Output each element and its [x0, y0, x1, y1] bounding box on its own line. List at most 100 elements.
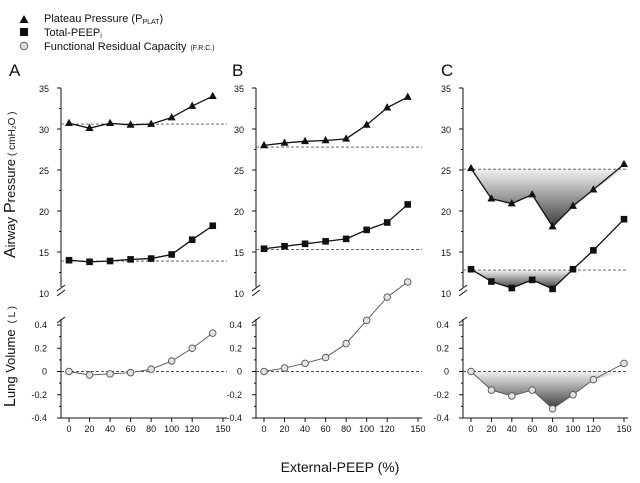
- circle-point: [569, 391, 577, 399]
- circle-point: [403, 278, 412, 286]
- circle-point: [589, 375, 598, 384]
- x-tick-label: 60: [527, 424, 537, 434]
- pressure-tick-label: 35: [39, 84, 49, 94]
- pressure-tick-label: 30: [39, 125, 49, 135]
- triangle-point: [403, 92, 412, 100]
- axis-break-mark: [56, 289, 66, 297]
- volume-axis-label: Lung Volume ( L ): [2, 306, 19, 407]
- square-point: [620, 215, 628, 223]
- square-point: [260, 245, 268, 253]
- circle-point: [85, 371, 94, 379]
- square-point: [404, 201, 412, 208]
- axis-break-mark: [56, 284, 66, 292]
- triangle-point: [260, 140, 268, 149]
- x-tick-label: 0: [66, 424, 71, 434]
- pressure-unit: ( cmH₂O ): [7, 112, 18, 156]
- circle-point: [487, 386, 496, 394]
- square-point: [549, 285, 556, 293]
- circle-point: [167, 357, 176, 365]
- square-point: [188, 236, 196, 243]
- circle-point: [65, 367, 73, 376]
- volume-tick-label: 0.4: [34, 320, 47, 330]
- triangle-point: [167, 113, 176, 121]
- series-line: [263, 96, 409, 147]
- legend: Plateau Pressure (PPLAT) Total-PEEPi Fun…: [19, 13, 215, 53]
- volume-tick-label: -0.4: [433, 413, 449, 423]
- panel-letter: C: [441, 61, 453, 80]
- svg-text:Functional Residual Capacity(F: Functional Residual Capacity (F.R.C.): [44, 41, 215, 53]
- series-line: [263, 203, 409, 250]
- circle-point: [260, 367, 268, 376]
- square-point: [86, 258, 93, 266]
- triangle-point: [321, 135, 330, 144]
- x-tick-label: 20: [280, 424, 290, 434]
- shaded-area: [471, 169, 624, 227]
- square-point: [467, 265, 475, 273]
- triangle-point: [528, 190, 537, 198]
- x-tick-label: 60: [321, 424, 331, 434]
- volume-tick-label: 0.2: [436, 343, 449, 353]
- circle-point: [188, 344, 196, 353]
- x-tick-label: 40: [507, 424, 517, 434]
- triangle-point: [85, 123, 94, 131]
- svg-text:Plateau Pressure (PPLAT): Plateau Pressure (PPLAT): [44, 13, 163, 26]
- triangle-point: [301, 136, 310, 145]
- square-point: [363, 226, 370, 234]
- square-marker-icon: [20, 28, 28, 36]
- circle-point: [528, 386, 536, 394]
- x-tick-label: 20: [486, 424, 496, 434]
- triangle-marker-icon: [19, 15, 29, 23]
- axis-break-mark: [251, 284, 261, 292]
- triangle-point: [342, 134, 351, 142]
- legend-plateau-sub: PLAT: [142, 19, 160, 26]
- square-point: [106, 257, 114, 265]
- volume-tick-label: -0.2: [31, 390, 47, 400]
- pressure-tick-label: 20: [234, 207, 244, 217]
- legend-peep-text: Total-PEEP: [44, 27, 100, 39]
- circle-marker-icon: [19, 41, 29, 51]
- volume-tick-label: -0.4: [31, 413, 47, 423]
- volume-tick-label: -0.4: [226, 413, 242, 423]
- pressure-tick-label: 15: [234, 248, 244, 258]
- square-point: [383, 219, 391, 226]
- circle-point: [321, 353, 330, 362]
- pressure-tick-label: 30: [234, 125, 244, 135]
- pressure-tick-label: 20: [39, 207, 49, 217]
- pressure-tick-label: 15: [39, 248, 49, 258]
- legend-item-peep: Total-PEEPi: [20, 27, 102, 40]
- series-line: [68, 95, 214, 129]
- triangle-point: [126, 120, 135, 128]
- triangle-point: [362, 120, 371, 128]
- legend-plateau-close: ): [159, 13, 163, 25]
- triangle-point: [569, 201, 577, 209]
- square-point: [488, 278, 495, 285]
- axis-break-mark: [56, 316, 66, 324]
- square-point: [281, 242, 288, 250]
- square-point: [168, 251, 175, 258]
- x-tick-label: 150: [215, 424, 230, 434]
- svg-text:Total-PEEPi: Total-PEEPi: [44, 27, 102, 40]
- pressure-tick-label: 30: [441, 125, 451, 135]
- volume-tick-label: -0.2: [226, 390, 242, 400]
- lung-big-letter: L: [2, 398, 19, 407]
- pressure-axis-label: Airway Pressure ( cmH₂O ): [2, 112, 19, 258]
- square-point: [322, 238, 329, 245]
- triangle-point: [487, 194, 496, 202]
- triangle-point: [106, 118, 115, 127]
- volume-unit: ( L ): [7, 306, 18, 323]
- square-point: [127, 256, 134, 263]
- legend-item-frc: Functional Residual Capacity (F.R.C.): [19, 41, 215, 53]
- volume-tick-label: 0: [444, 367, 449, 377]
- pressure-tick-label: 25: [441, 166, 451, 176]
- circle-point: [301, 359, 309, 368]
- x-tick-label: 150: [616, 424, 631, 434]
- volume-tick-label: 0: [42, 367, 47, 377]
- shaded-area: [471, 371, 624, 409]
- circle-point: [342, 339, 350, 348]
- triangle-point: [147, 119, 156, 127]
- x-tick-label: 40: [105, 424, 115, 434]
- circle-point: [147, 365, 155, 373]
- circle-point: [383, 293, 391, 301]
- circle-point: [280, 364, 289, 372]
